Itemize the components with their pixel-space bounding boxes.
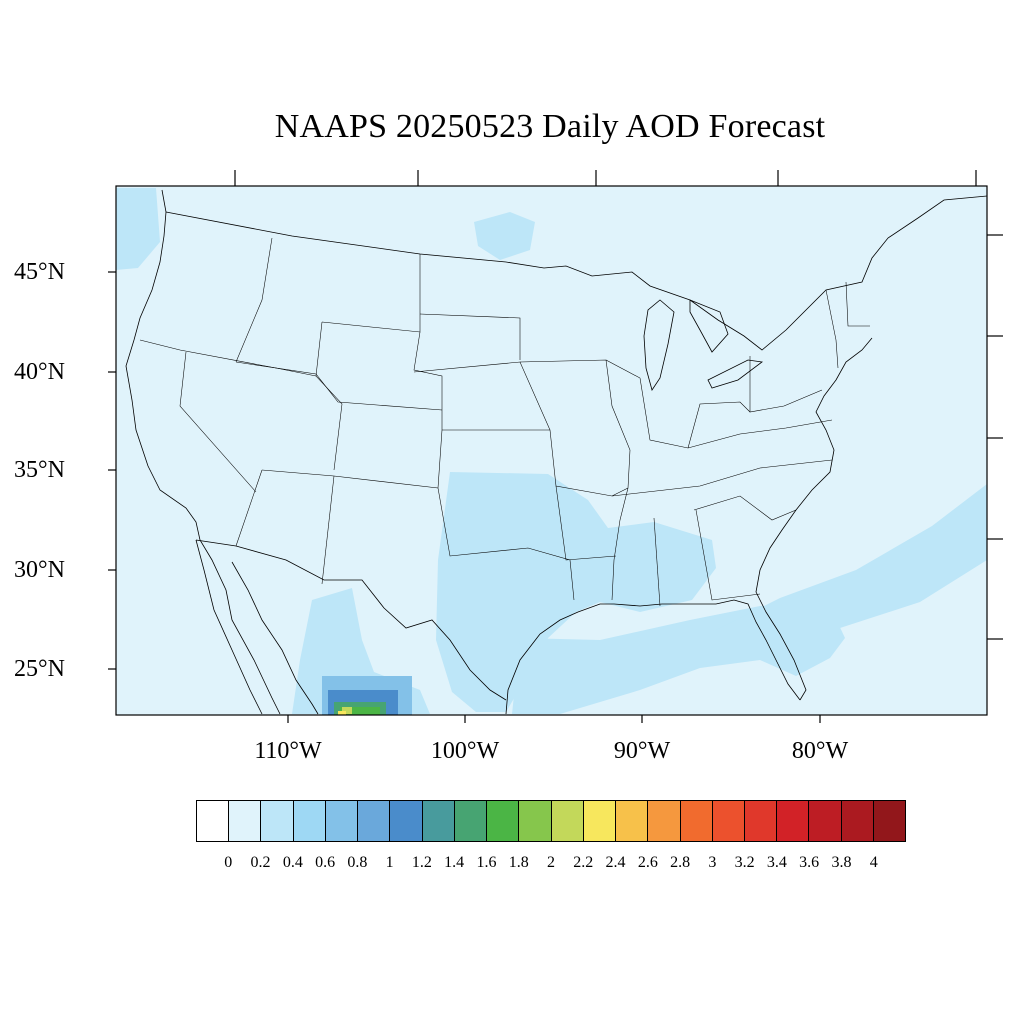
lat-label-40n: 40°N — [14, 359, 65, 385]
lon-label-110w: 110°W — [254, 738, 322, 764]
lat-label-30n: 30°N — [14, 557, 65, 583]
aod-shading-mexico-18 — [340, 707, 380, 715]
colorbar-label: 0.8 — [347, 854, 368, 871]
canada-border-west — [165, 211, 507, 263]
plot-title: NAAPS 20250523 Daily AOD Forecast — [274, 108, 826, 145]
colorbar-labels: 0 0.2 0.4 0.6 0.8 1 1.2 1.4 1.6 1.8 2 2.2 2.4 2.6 2.8 3… — [0, 854, 1024, 876]
colorbar-label: 2.6 — [637, 854, 658, 871]
lon-label-80w: 80°W — [791, 738, 849, 764]
colorbar-label: 2 — [547, 854, 555, 871]
aod-shading-mexico-24 — [338, 711, 346, 715]
colorbar-box — [519, 801, 552, 841]
colorbar-label: 0.2 — [250, 854, 271, 871]
lake-huron — [689, 299, 729, 353]
lat-label-25n: 25°N — [14, 656, 65, 682]
colorbar-label: 1 — [385, 854, 394, 871]
colorbar-label: 3.4 — [766, 854, 787, 871]
colorbar-box — [616, 801, 649, 841]
east-coastline — [755, 337, 873, 701]
ocean-background — [116, 186, 987, 715]
colorbar-box — [229, 801, 262, 841]
lake-michigan — [643, 299, 675, 391]
colorbar-box — [551, 801, 584, 841]
baja-california — [195, 539, 263, 715]
aod-shading-washington — [116, 188, 160, 270]
colorbar-box — [809, 801, 842, 841]
colorbar-label: 1.6 — [476, 854, 497, 871]
colorbar-label: 1.8 — [508, 854, 529, 871]
colorbar-box — [197, 801, 230, 841]
colorbar-label: 4 — [869, 854, 878, 871]
colorbar-box — [293, 801, 326, 841]
colorbar-box — [390, 801, 423, 841]
colorbar-label: 3.8 — [831, 854, 852, 871]
lon-label-90w: 90°W — [613, 738, 671, 764]
colorbar-box — [358, 801, 391, 841]
lat-label-35n: 35°N — [14, 457, 65, 483]
lon-label-100w: 100°W — [430, 738, 500, 764]
lat-label-45n: 45°N — [14, 259, 65, 285]
colorbar-box — [841, 801, 874, 841]
mexico-border — [195, 539, 507, 701]
colorbar-box — [583, 801, 617, 841]
colorbar-label: 2.8 — [670, 854, 691, 871]
aod-shading-atlantic — [716, 484, 987, 648]
colorbar-label: 2.4 — [605, 854, 626, 871]
aod-shading-lake-superior — [474, 212, 535, 260]
colorbar-label: 1.2 — [411, 854, 432, 871]
florida-west-coast — [715, 599, 801, 701]
colorbar-label: 1.4 — [444, 854, 465, 871]
colorbar — [196, 800, 906, 842]
colorbar-label: 3.2 — [734, 854, 755, 871]
colorbar-box — [325, 801, 359, 841]
colorbar-box — [648, 801, 681, 841]
west-coastline — [125, 189, 281, 715]
colorbar-box — [873, 801, 906, 841]
great-lakes-border — [505, 195, 987, 351]
colorbar-box — [777, 801, 810, 841]
aod-shading-mexico-22 — [342, 707, 352, 714]
colorbar-box — [487, 801, 520, 841]
colorbar-box — [422, 801, 455, 841]
colorbar-label: 0 — [224, 854, 233, 871]
colorbar-box — [454, 801, 488, 841]
aod-shading-southern-plains — [436, 472, 716, 712]
map-frame — [115, 185, 988, 716]
gulf-coastline — [505, 603, 716, 715]
colorbar-box — [744, 801, 778, 841]
colorbar-label: 2.2 — [573, 854, 594, 871]
colorbar-box — [261, 801, 294, 841]
colorbar-box — [712, 801, 745, 841]
colorbar-label: 0.4 — [282, 854, 303, 871]
colorbar-label: 0.6 — [315, 854, 336, 871]
colorbar-label: 3.6 — [799, 854, 820, 871]
gulf-california-east — [231, 561, 319, 715]
colorbar-label: 3 — [708, 854, 717, 871]
state-boundaries — [139, 237, 870, 607]
colorbar-box — [680, 801, 713, 841]
